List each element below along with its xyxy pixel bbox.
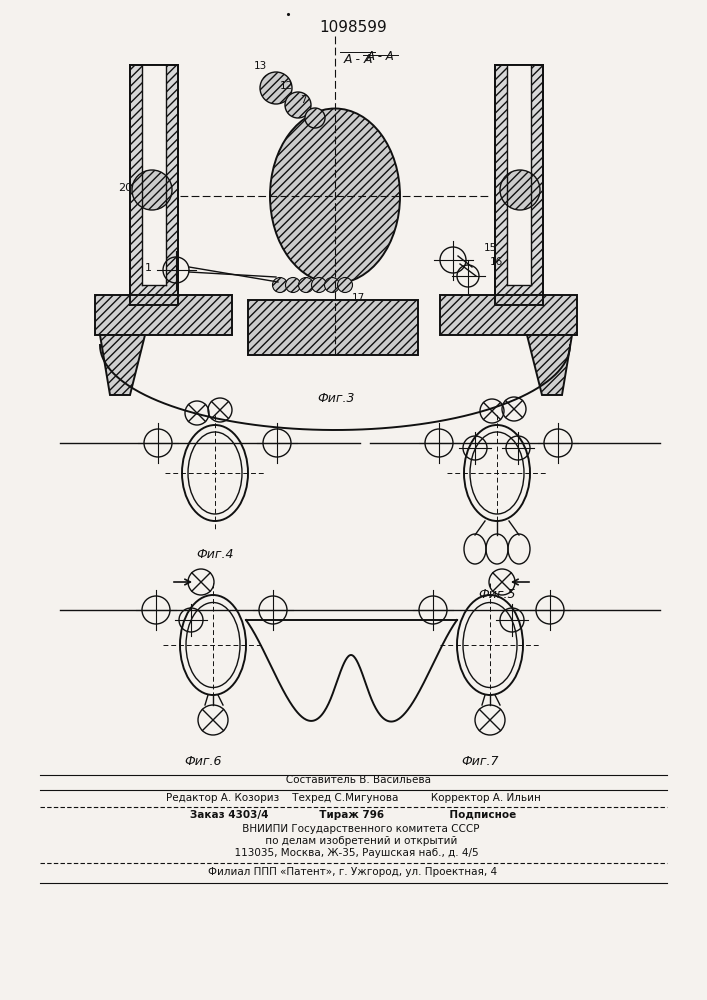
Text: 17: 17 (352, 293, 366, 303)
Circle shape (325, 277, 339, 292)
Bar (440, 295, 577, 335)
Circle shape (312, 277, 327, 292)
Bar (130, 65, 178, 305)
Ellipse shape (270, 108, 400, 284)
Text: Филиал ППП «Патент», г. Ужгород, ул. Проектная, 4: Филиал ППП «Патент», г. Ужгород, ул. Про… (209, 867, 498, 877)
Bar (130, 65, 178, 305)
Text: Фиг.5: Фиг.5 (478, 588, 515, 601)
Text: 12: 12 (279, 81, 293, 91)
Bar (495, 65, 543, 305)
Circle shape (285, 92, 311, 118)
Circle shape (500, 170, 540, 210)
Text: 1098599: 1098599 (319, 20, 387, 35)
Text: 113035, Москва, Ж-35, Раушская наб., д. 4/5: 113035, Москва, Ж-35, Раушская наб., д. … (228, 848, 479, 858)
Text: Фиг.7: Фиг.7 (461, 755, 498, 768)
Bar (142, 65, 166, 285)
Text: по делам изобретений и открытий: по делам изобретений и открытий (249, 836, 457, 846)
Polygon shape (527, 335, 572, 395)
Circle shape (286, 277, 300, 292)
Text: 1: 1 (144, 263, 151, 273)
Text: 20: 20 (118, 183, 132, 193)
Polygon shape (100, 335, 145, 395)
Text: A - A: A - A (366, 49, 394, 62)
Circle shape (298, 277, 313, 292)
Text: 16: 16 (490, 257, 503, 267)
Circle shape (132, 170, 172, 210)
Text: Фиг.3: Фиг.3 (317, 392, 355, 405)
Text: Составитель В. Васильева: Составитель В. Васильева (276, 775, 431, 785)
Circle shape (337, 277, 353, 292)
Bar (248, 300, 418, 355)
Text: 15: 15 (484, 243, 497, 253)
Text: 13: 13 (253, 61, 267, 71)
Bar (95, 295, 232, 335)
Text: 7: 7 (300, 95, 306, 105)
Bar (440, 295, 577, 335)
Circle shape (260, 72, 292, 104)
Text: Заказ 4303/4              Тираж 796                  Подписное: Заказ 4303/4 Тираж 796 Подписное (190, 810, 516, 820)
Circle shape (272, 277, 288, 292)
Text: Редактор А. Козориз    Техред С.Мигунова          Корректор А. Ильин: Редактор А. Козориз Техред С.Мигунова Ко… (165, 793, 540, 803)
Text: ВНИИПИ Государственного комитета СССР: ВНИИПИ Государственного комитета СССР (226, 824, 480, 834)
Bar (495, 65, 543, 305)
Text: Фиг.4: Фиг.4 (197, 548, 234, 561)
Text: Фиг.6: Фиг.6 (185, 755, 222, 768)
Bar (507, 65, 531, 285)
Text: A - A: A - A (344, 53, 373, 66)
Circle shape (305, 108, 325, 128)
Bar (95, 295, 232, 335)
